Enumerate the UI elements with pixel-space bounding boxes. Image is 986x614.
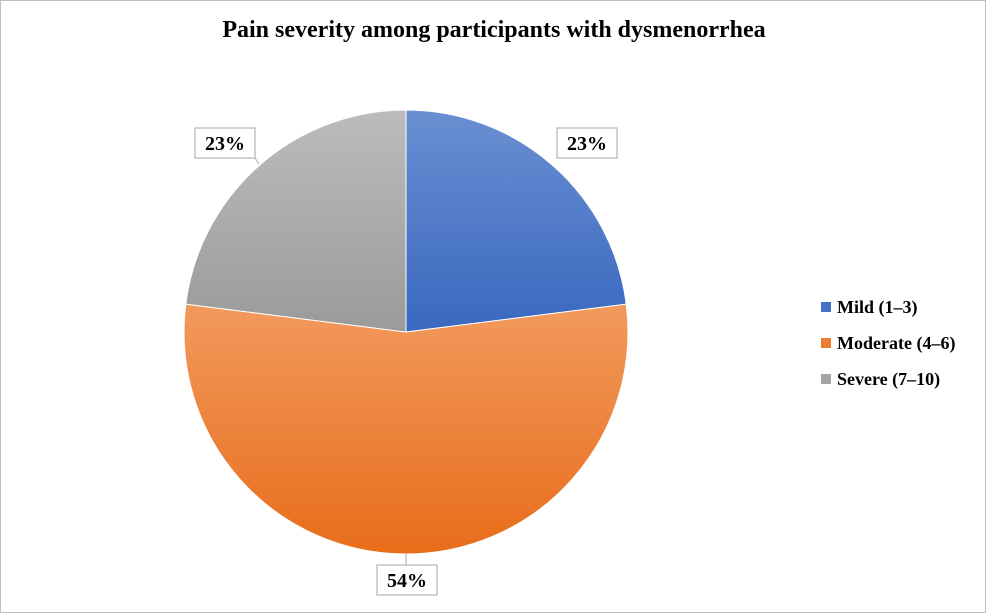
legend-item-mild: Mild (1–3) [821, 289, 955, 325]
data-label-severe: 23% [194, 127, 260, 165]
legend-label-mild: Mild (1–3) [837, 296, 918, 317]
pie-slice-severe [185, 109, 407, 333]
data-label-text-mild: 23% [567, 133, 607, 155]
chart-title: Pain severity among participants with dy… [222, 17, 766, 43]
legend: Mild (1–3) Moderate (4–6) Severe (7–10) [821, 289, 955, 397]
pie-slice-mild [405, 109, 627, 333]
legend-label-moderate: Moderate (4–6) [837, 332, 956, 353]
data-label-text-moderate: 54% [387, 570, 427, 592]
data-label-moderate: 54% [376, 554, 438, 596]
legend-label-severe: Severe (7–10) [837, 368, 941, 389]
legend-item-moderate: Moderate (4–6) [821, 325, 955, 361]
pie-slice-moderate [183, 303, 629, 555]
legend-swatch-severe [821, 374, 831, 384]
legend-swatch-moderate [821, 338, 831, 348]
data-label-text-severe: 23% [205, 133, 245, 155]
legend-item-severe: Severe (7–10) [821, 361, 955, 397]
legend-swatch-mild [821, 302, 831, 312]
data-label-mild: 23% [556, 127, 618, 159]
